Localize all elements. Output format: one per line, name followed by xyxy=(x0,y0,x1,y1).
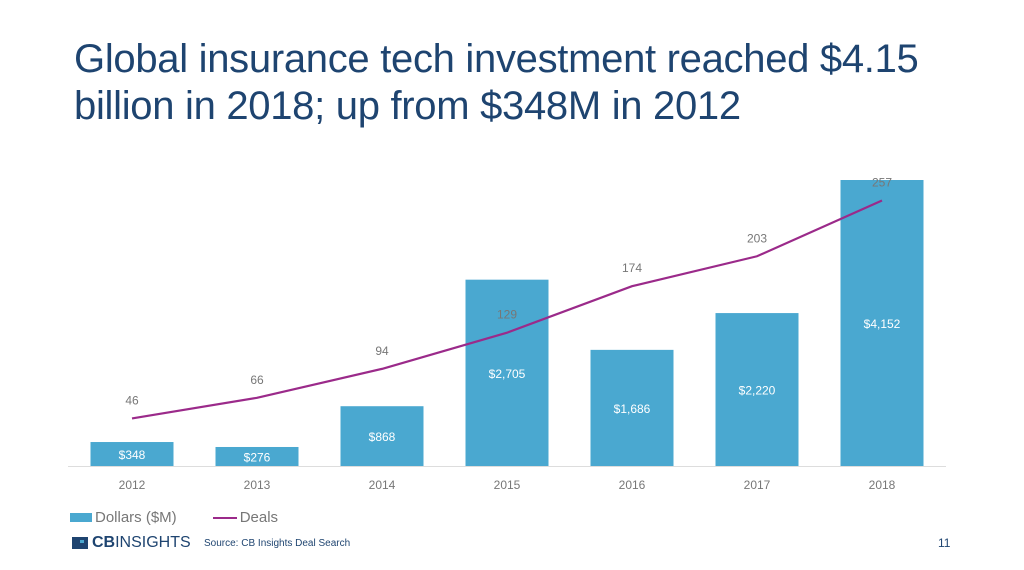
bar-2017 xyxy=(715,313,799,466)
deals-label-2012: 46 xyxy=(125,393,139,407)
legend-label-dollars: Dollars ($M) xyxy=(95,509,177,526)
bar-label-2013: $276 xyxy=(244,450,271,464)
x-tick-2015: 2015 xyxy=(494,478,521,492)
bar-2012 xyxy=(90,442,174,466)
legend-swatch-dollars xyxy=(70,513,92,522)
deals-label-2013: 66 xyxy=(250,373,264,387)
bar-label-2016: $1,686 xyxy=(614,402,651,416)
bar-label-2017: $2,220 xyxy=(739,384,776,398)
deals-label-2014: 94 xyxy=(375,344,389,358)
x-tick-2016: 2016 xyxy=(619,478,646,492)
x-tick-2013: 2013 xyxy=(244,478,271,492)
legend: Dollars ($M) Deals xyxy=(70,509,278,526)
legend-label-deals: Deals xyxy=(239,509,279,526)
cb-insights-logo: CB INSIGHTS xyxy=(72,534,191,552)
logo-text: INSIGHTS xyxy=(115,534,191,551)
source-note: Source: CB Insights Deal Search xyxy=(204,538,351,549)
bar-2016 xyxy=(590,349,674,466)
bar-2015 xyxy=(465,279,549,466)
logo-text-bold: CB xyxy=(92,534,116,551)
deals-label-2016: 174 xyxy=(622,261,642,275)
x-tick-2012: 2012 xyxy=(119,478,146,492)
deals-line xyxy=(131,199,883,420)
deals-label-2017: 203 xyxy=(747,231,767,245)
legend-swatch-deals xyxy=(212,516,237,519)
x-tick-2018: 2018 xyxy=(869,478,896,492)
bar-2014 xyxy=(340,406,424,466)
bar-2013 xyxy=(215,446,299,466)
deals-label-2018: 257 xyxy=(872,175,892,189)
bar-2018 xyxy=(840,180,924,466)
x-tick-2017: 2017 xyxy=(744,478,771,492)
page-number: 11 xyxy=(938,536,951,550)
bar-label-2015: $2,705 xyxy=(489,367,526,381)
bar-label-2012: $348 xyxy=(119,448,146,462)
slide-title: Global insurance tech investment reached… xyxy=(74,37,919,128)
x-tick-2014: 2014 xyxy=(369,478,396,492)
bar-label-2018: $4,152 xyxy=(864,317,901,331)
bar-label-2014: $868 xyxy=(369,430,396,444)
logo-mark-icon xyxy=(72,537,88,549)
deals-label-2015: 129 xyxy=(497,308,517,322)
